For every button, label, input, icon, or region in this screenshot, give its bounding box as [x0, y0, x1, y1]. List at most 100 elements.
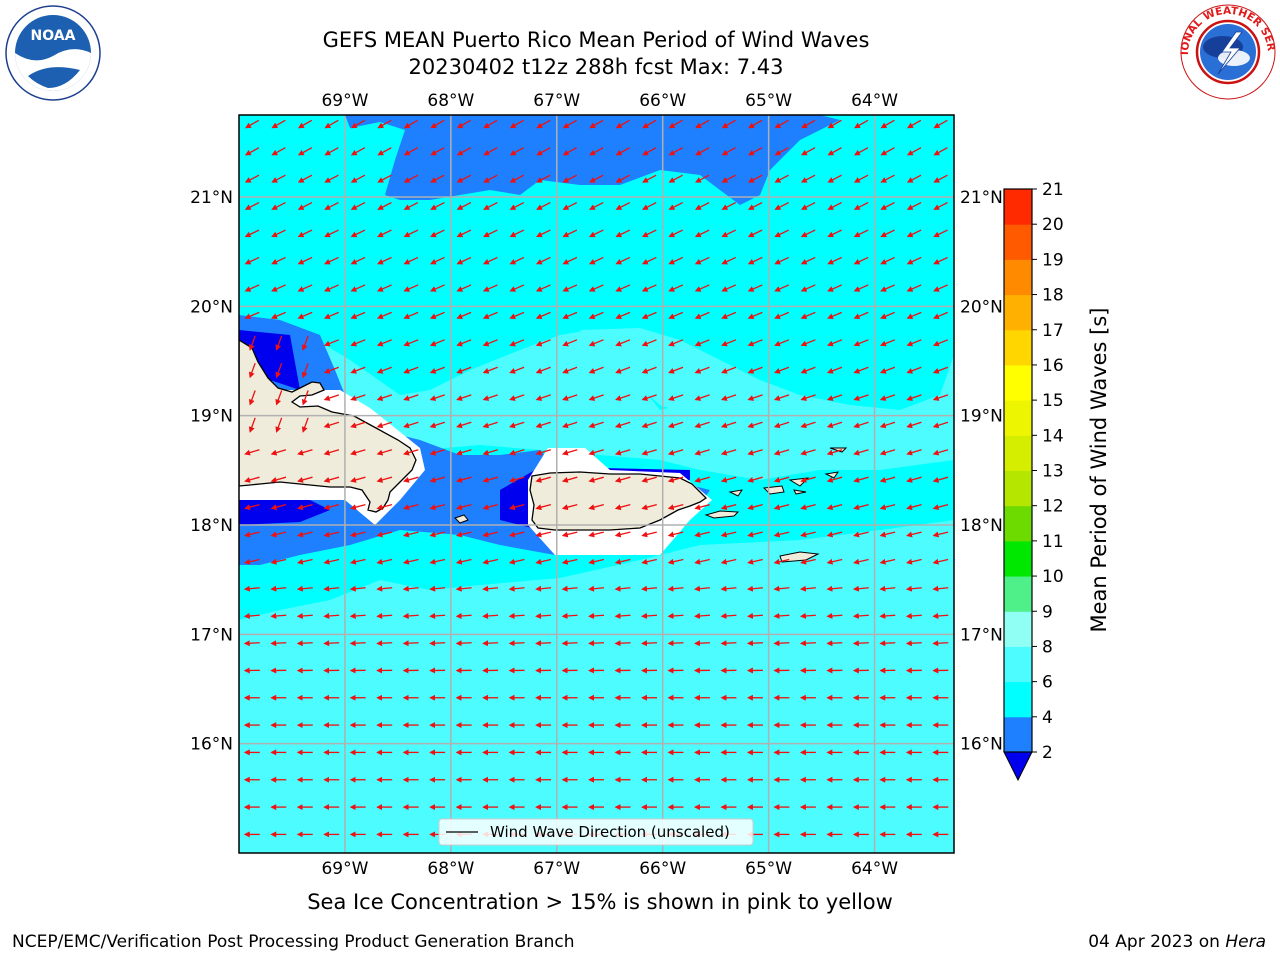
wave-direction-arrow — [879, 585, 896, 592]
wave-direction-arrow — [429, 256, 445, 265]
wave-direction-arrow — [270, 504, 287, 511]
wave-direction-arrow — [535, 256, 551, 265]
wave-direction-arrow — [905, 640, 922, 647]
nws-logo: NATIONAL WEATHER SERVICE — [1178, 2, 1277, 100]
wave-direction-arrow — [853, 147, 869, 156]
wave-direction-arrow — [932, 585, 949, 592]
colorbar-tick-label: 12 — [1042, 497, 1064, 517]
wave-direction-arrow — [296, 612, 313, 619]
wave-direction-arrow — [827, 202, 842, 210]
wave-direction-arrow — [932, 476, 949, 483]
wave-direction-arrow — [430, 174, 445, 183]
wave-direction-arrow — [905, 585, 922, 592]
wave-direction-arrow — [588, 394, 604, 401]
wave-direction-arrow — [667, 640, 684, 647]
wave-direction-arrow — [880, 229, 895, 238]
wave-direction-arrow — [879, 339, 896, 347]
wave-direction-arrow — [562, 284, 578, 292]
wave-direction-arrow — [376, 476, 393, 483]
wave-direction-arrow — [270, 612, 287, 619]
wave-direction-arrow — [853, 476, 869, 483]
wave-direction-arrow — [243, 612, 260, 619]
colorbar-segment — [1004, 716, 1032, 753]
wave-direction-arrow — [614, 421, 631, 429]
wave-direction-arrow — [402, 531, 419, 538]
wave-direction-arrow — [536, 147, 551, 156]
wave-direction-arrow — [429, 366, 445, 374]
wave-direction-arrow — [297, 311, 313, 320]
wave-direction-arrow — [800, 229, 816, 238]
wave-direction-arrow — [720, 394, 737, 401]
wave-direction-arrow — [456, 229, 472, 238]
wave-direction-arrow — [244, 476, 260, 483]
wave-direction-arrow — [720, 449, 737, 456]
wave-direction-arrow — [376, 421, 393, 429]
wave-direction-arrow — [562, 311, 578, 320]
wave-direction-arrow — [853, 284, 869, 292]
wave-direction-arrow — [482, 256, 498, 265]
wave-direction-arrow — [694, 476, 710, 483]
wave-direction-arrow — [248, 362, 256, 379]
wave-direction-arrow — [248, 390, 256, 406]
wave-direction-arrow — [377, 256, 392, 265]
wave-direction-arrow — [906, 504, 922, 511]
wave-direction-arrow — [614, 504, 631, 511]
wave-direction-arrow — [906, 531, 922, 538]
wave-direction-arrow — [905, 612, 922, 619]
wave-direction-arrow — [402, 585, 419, 592]
wave-direction-arrow — [349, 585, 366, 592]
wave-direction-arrow — [244, 119, 260, 129]
wave-direction-arrow — [455, 504, 472, 511]
wave-direction-arrow — [561, 421, 578, 429]
wave-direction-arrow — [429, 585, 446, 592]
footer-host: Hera — [1225, 932, 1266, 952]
wave-direction-arrow — [429, 394, 445, 401]
wave-direction-arrow — [747, 449, 763, 456]
wave-direction-arrow — [350, 476, 366, 483]
wave-direction-arrow — [879, 366, 896, 374]
wave-direction-arrow — [323, 531, 340, 538]
wave-direction-arrow — [561, 531, 578, 538]
wave-direction-arrow — [853, 558, 869, 565]
wave-direction-arrow — [694, 202, 710, 210]
wave-direction-arrow — [774, 311, 790, 320]
wave-direction-arrow — [589, 174, 604, 183]
wave-direction-arrow — [562, 256, 578, 265]
footer-credit: NCEP/EMC/Verification Post Processing Pr… — [12, 932, 575, 952]
wave-direction-arrow — [482, 504, 499, 511]
map-panel — [239, 115, 954, 853]
colorbar-tick-label: 13 — [1042, 462, 1064, 482]
wave-direction-arrow — [508, 476, 525, 483]
wave-direction-arrow — [879, 612, 896, 619]
wave-direction-arrow — [906, 476, 922, 483]
wave-direction-arrow — [588, 558, 605, 565]
wave-direction-arrow — [614, 640, 631, 647]
wave-direction-arrow — [377, 147, 392, 156]
wave-direction-arrow — [800, 558, 816, 565]
wave-direction-arrow — [773, 421, 790, 429]
wave-direction-arrow — [773, 394, 790, 401]
wave-direction-arrow — [482, 339, 498, 347]
wave-direction-arrow — [641, 394, 657, 401]
wave-direction-arrow — [535, 531, 552, 538]
wave-direction-arrow — [402, 476, 419, 483]
wave-direction-arrow — [509, 421, 525, 429]
wave-direction-arrow — [641, 558, 657, 565]
wave-direction-arrow — [773, 640, 790, 647]
wave-direction-arrow — [243, 558, 260, 565]
wave-direction-arrow — [350, 311, 366, 320]
footer-date: 04 Apr 2023 on Hera — [1088, 932, 1266, 952]
wave-direction-arrow — [509, 202, 525, 210]
wave-direction-arrow — [906, 421, 922, 429]
wave-direction-arrow — [482, 640, 499, 647]
wave-direction-arrow — [614, 449, 631, 456]
wave-direction-arrow — [456, 119, 472, 129]
wave-direction-arrow — [641, 449, 657, 456]
lon-tick-label-top: 69°W — [321, 91, 368, 111]
wave-direction-arrow — [826, 449, 843, 456]
wave-direction-arrow — [932, 339, 949, 347]
wave-direction-arrow — [588, 284, 604, 292]
colorbar-tick-label: 18 — [1042, 286, 1064, 306]
wave-direction-arrow — [615, 284, 631, 292]
wave-direction-arrow — [827, 256, 842, 265]
